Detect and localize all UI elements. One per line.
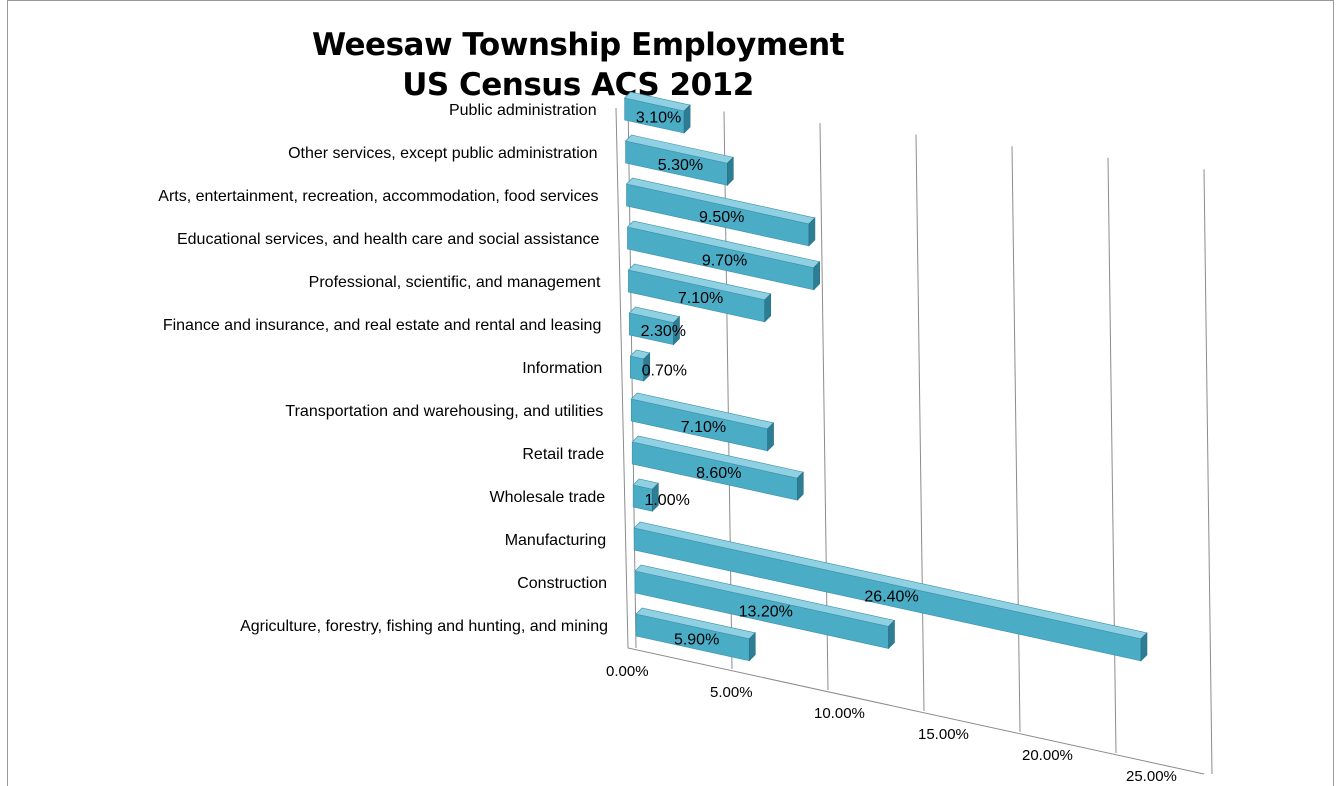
chart-subtitle: US Census ACS 2012 xyxy=(402,67,754,103)
bar xyxy=(623,91,691,134)
bar xyxy=(628,306,681,346)
bar-end-face xyxy=(888,619,895,650)
floor-edge xyxy=(627,647,1205,775)
category-label: Transportation and warehousing, and util… xyxy=(285,403,603,420)
category-label: Agriculture, forestry, fishing and hunti… xyxy=(240,618,608,635)
x-tick-label: 5.00% xyxy=(710,684,753,701)
bar xyxy=(634,564,896,650)
gridline xyxy=(1107,157,1117,754)
x-tick-label: 10.00% xyxy=(814,705,865,722)
data-label: 2.30% xyxy=(641,323,686,340)
category-label: Information xyxy=(522,360,602,377)
data-label: 5.30% xyxy=(658,157,703,174)
bar-end-face xyxy=(813,261,820,291)
bar-end-face xyxy=(764,293,772,323)
category-label: Finance and insurance, and real estate a… xyxy=(163,317,602,334)
data-label: 7.10% xyxy=(678,290,723,307)
gridline xyxy=(1011,146,1021,733)
grid-layer xyxy=(615,99,1213,775)
data-label: 26.40% xyxy=(864,588,918,605)
x-tick-label: 0.00% xyxy=(606,663,649,680)
data-label: 1.00% xyxy=(644,492,689,509)
data-label: 5.90% xyxy=(674,631,719,648)
bar xyxy=(625,177,816,247)
bar-end-face xyxy=(808,217,816,247)
bar xyxy=(627,263,772,323)
category-label: Public administration xyxy=(449,102,597,119)
gridline xyxy=(819,123,829,691)
bar-end-face xyxy=(767,422,774,452)
bar-end-face xyxy=(673,315,680,346)
data-label: 8.60% xyxy=(696,465,741,482)
data-label: 9.50% xyxy=(699,209,744,226)
bar xyxy=(631,435,804,501)
label-layer: Agriculture, forestry, fishing and hunti… xyxy=(158,102,918,648)
bar xyxy=(626,220,821,291)
category-label: Retail trade xyxy=(522,446,604,463)
bar xyxy=(633,521,1148,662)
data-label: 0.70% xyxy=(642,362,687,379)
category-label: Educational services, and health care an… xyxy=(177,231,600,248)
category-label: Arts, entertainment, recreation, accommo… xyxy=(158,188,598,205)
bar-end-face xyxy=(683,104,691,134)
x-tick-label: 20.00% xyxy=(1022,747,1073,764)
left-wall-edge xyxy=(615,107,629,649)
data-label: 13.20% xyxy=(739,604,793,621)
x-tick-label: 15.00% xyxy=(918,726,969,743)
x-tick-label: 25.00% xyxy=(1126,768,1177,785)
chart-title: Weesaw Township Employment US Census ACS… xyxy=(308,25,848,105)
category-label: Construction xyxy=(517,575,607,592)
bar-end-face xyxy=(652,482,659,512)
data-label: 9.70% xyxy=(702,252,747,269)
category-label: Wholesale trade xyxy=(490,489,606,506)
gridline xyxy=(915,134,925,712)
bar xyxy=(624,134,734,186)
category-label: Professional, scientific, and management xyxy=(309,274,601,291)
bar-end-face xyxy=(727,156,734,186)
data-label: 7.10% xyxy=(681,419,726,436)
bar xyxy=(630,392,775,452)
bar xyxy=(635,607,756,662)
bar-end-face xyxy=(748,632,756,662)
chart-title-line1: Weesaw Township Employment xyxy=(311,27,845,63)
bar-end-face xyxy=(797,471,804,501)
data-label: 3.10% xyxy=(636,110,681,127)
bar-end-face xyxy=(643,352,651,382)
tick-layer: 0.00%5.00%10.00%15.00%20.00%25.00%30.00% xyxy=(606,663,1177,785)
category-label: Manufacturing xyxy=(505,532,606,549)
bar-layer xyxy=(623,91,1148,662)
bar xyxy=(632,478,659,512)
bar-end-face xyxy=(1140,632,1148,662)
gridline xyxy=(1203,169,1213,775)
bar xyxy=(629,349,651,382)
chart-frame: Weesaw Township Employment US Census ACS… xyxy=(7,0,1334,786)
category-label: Other services, except public administra… xyxy=(288,145,597,162)
